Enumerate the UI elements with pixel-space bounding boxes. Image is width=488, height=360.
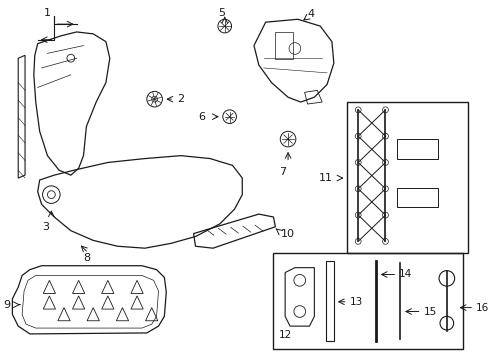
Text: 7: 7 bbox=[278, 167, 285, 177]
Text: 11: 11 bbox=[319, 173, 332, 183]
Text: 14: 14 bbox=[398, 270, 411, 279]
Text: 16: 16 bbox=[475, 303, 488, 312]
Text: 3: 3 bbox=[42, 222, 49, 232]
Text: 6: 6 bbox=[198, 112, 205, 122]
Text: 1: 1 bbox=[44, 8, 51, 18]
Bar bbox=[346, 102, 468, 253]
Text: 9: 9 bbox=[3, 300, 10, 310]
Text: 13: 13 bbox=[349, 297, 362, 307]
Text: 12: 12 bbox=[278, 330, 291, 340]
Bar bbox=[396, 188, 437, 207]
Bar bbox=[396, 139, 437, 158]
Bar bbox=[325, 261, 333, 341]
Text: 4: 4 bbox=[307, 9, 314, 19]
Bar bbox=[273, 253, 463, 348]
Bar bbox=[275, 32, 292, 59]
Text: 8: 8 bbox=[82, 253, 90, 263]
Text: 5: 5 bbox=[218, 8, 225, 18]
Text: 2: 2 bbox=[177, 94, 184, 104]
Text: 10: 10 bbox=[281, 229, 295, 239]
Text: 15: 15 bbox=[423, 306, 436, 316]
